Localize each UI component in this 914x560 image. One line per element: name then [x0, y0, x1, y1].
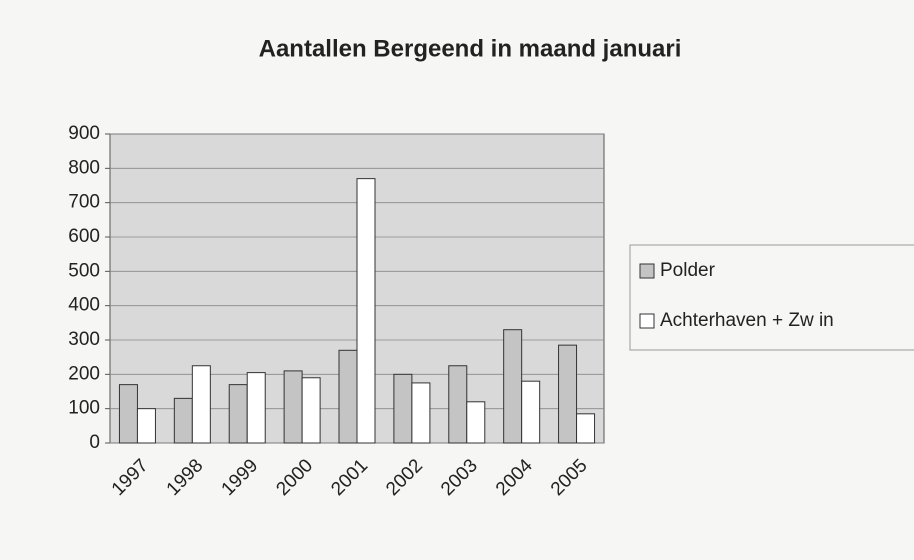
y-tick-label: 100 [68, 398, 100, 419]
bar [118, 384, 138, 444]
bar [338, 349, 358, 444]
bar [411, 382, 431, 444]
y-tick-label: 700 [68, 192, 100, 213]
y-tick-label: 900 [68, 123, 100, 144]
y-tick-label: 500 [68, 260, 100, 281]
bar [521, 380, 541, 444]
bar [246, 372, 266, 444]
y-tick-label: 400 [68, 295, 100, 316]
y-tick-label: 300 [68, 329, 100, 350]
bar [576, 413, 596, 444]
y-tick-label: 200 [68, 363, 100, 384]
bar [448, 365, 468, 444]
bar [466, 401, 486, 444]
bar [283, 370, 303, 444]
chart-title: Aantallen Bergeend in maand januari [259, 35, 682, 62]
legend-box [629, 244, 914, 351]
y-tick-label: 0 [89, 432, 100, 453]
bar [393, 373, 413, 444]
bar [356, 178, 376, 444]
bar [503, 329, 523, 444]
bar [191, 365, 211, 444]
legend-label: Achterhaven + Zw in [660, 310, 834, 331]
y-tick-label: 600 [68, 226, 100, 247]
legend-swatch [639, 313, 655, 329]
bar [173, 397, 193, 444]
legend-swatch [639, 263, 655, 279]
bar [136, 408, 156, 444]
legend-label: Polder [660, 260, 716, 281]
y-tick-label: 800 [68, 157, 100, 178]
bar [301, 377, 321, 444]
bar [558, 344, 578, 444]
bar [228, 384, 248, 444]
